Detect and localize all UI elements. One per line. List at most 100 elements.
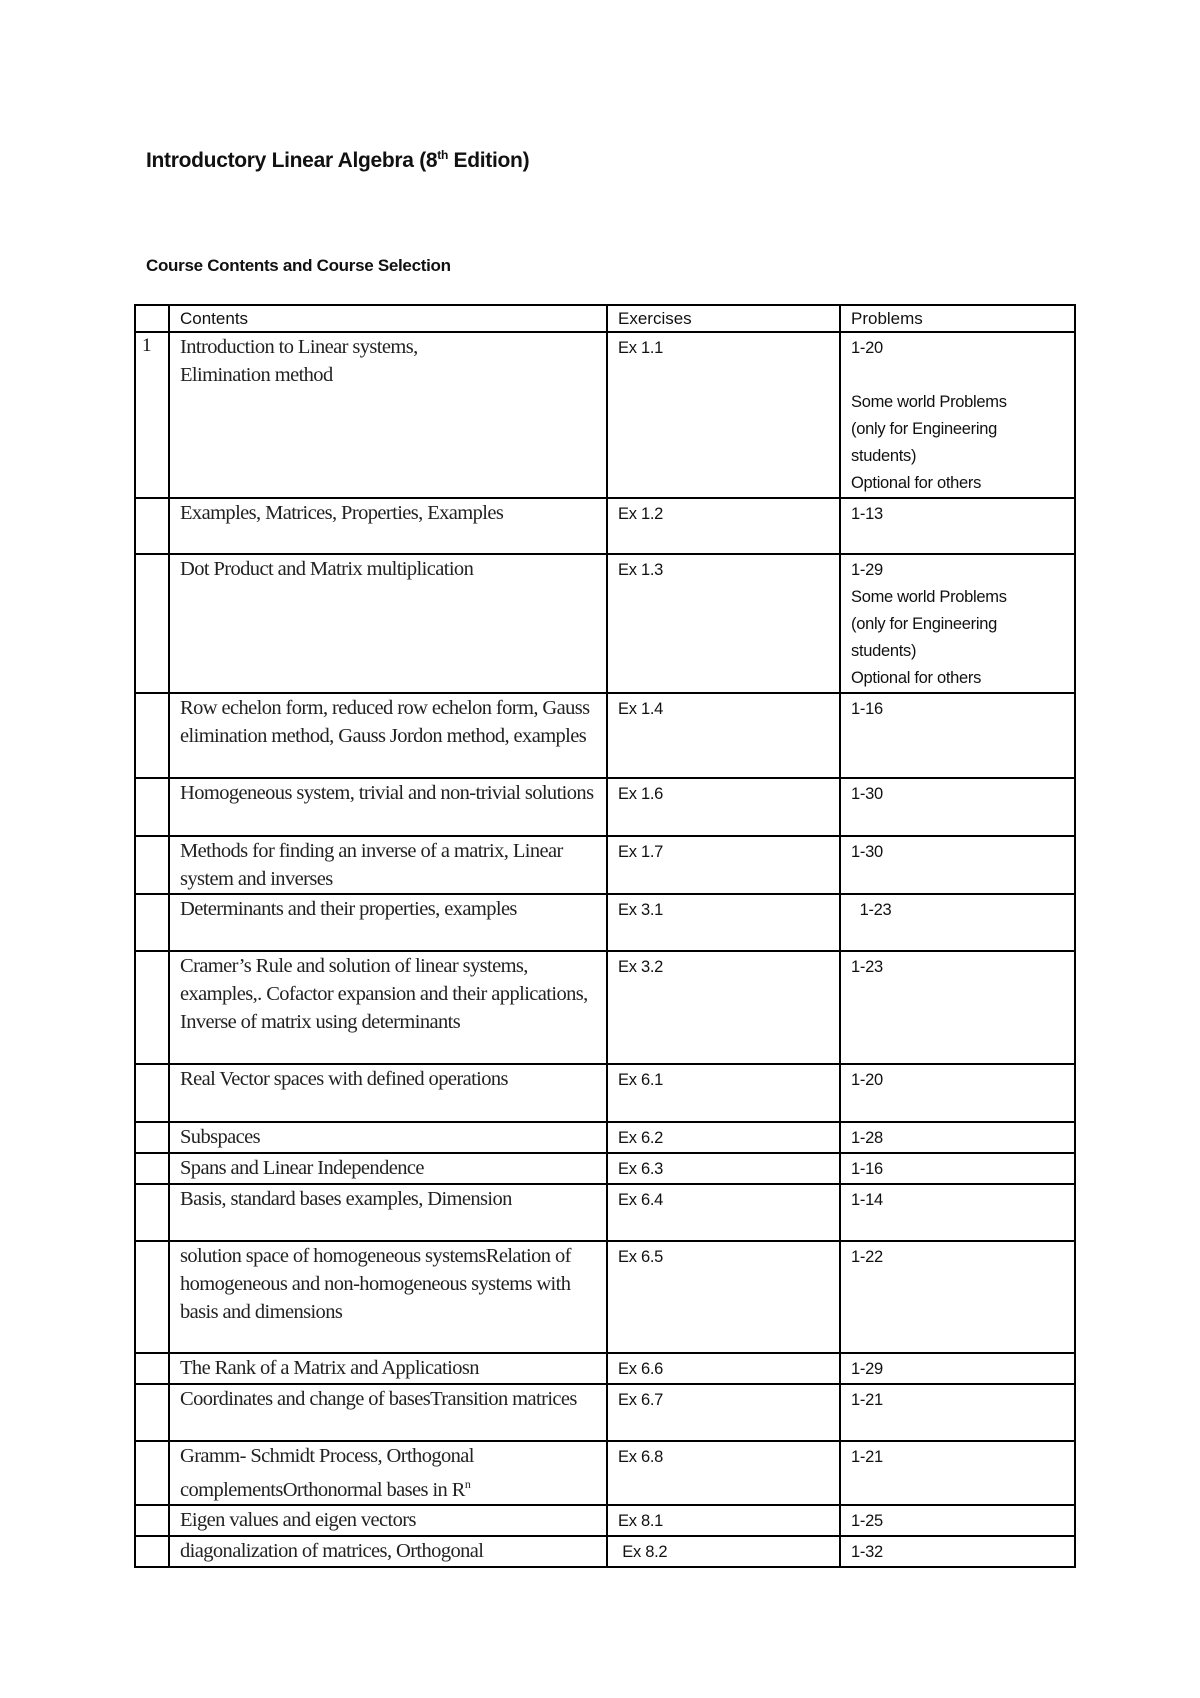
document-title: Introductory Linear Algebra (8th Edition…: [146, 148, 530, 173]
table-row: Eigen values and eigen vectors Ex 8.1 1-25: [134, 1503, 1076, 1537]
problems-line: 1-16: [851, 1160, 883, 1178]
header-contents: Contents: [168, 304, 608, 333]
row-problems: 1-25: [839, 1503, 1076, 1537]
contents-text: Coordinates and change of basesTransitio…: [180, 1388, 577, 1410]
table-row: Gramm- Schmidt Process, Orthogonal compl…: [134, 1440, 1076, 1506]
table-row: Determinants and their properties, examp…: [134, 893, 1076, 952]
problems-line: (only for Engineering: [851, 420, 997, 438]
row-problems: 1-16: [839, 1152, 1076, 1185]
course-table: Contents Exercises Problems 1 Introductio…: [134, 304, 1076, 1568]
contents-text: diagonalization of matrices, Orthogonal: [180, 1539, 484, 1562]
row-exercise: Ex 6.5: [606, 1240, 841, 1354]
row-contents: Eigen values and eigen vectors: [168, 1503, 608, 1537]
row-number: [134, 1152, 170, 1185]
title-text: Introductory Linear Algebra (8: [146, 149, 438, 172]
row-problems: 1-16: [839, 692, 1076, 779]
row-problems: 1-20 Some world Problems (only for Enginee…: [839, 331, 1076, 499]
table-row: Coordinates and change of basesTransitio…: [134, 1383, 1076, 1442]
row-problems: 1-30: [839, 835, 1076, 895]
row-number: [134, 950, 170, 1065]
problems-line: 1-30: [851, 843, 883, 861]
problems-line: 1-13: [851, 505, 883, 523]
title-superscript: th: [437, 148, 448, 162]
problems-line: (only for Engineering: [851, 615, 997, 633]
row-exercise: Ex 1.3: [606, 553, 841, 694]
contents-text: Row echelon form, reduced row echelon fo…: [180, 697, 590, 747]
table-header-row: Contents Exercises Problems: [134, 304, 1076, 333]
table-row: 1 Introduction to Linear systems, Elimina…: [134, 331, 1076, 499]
row-number: [134, 893, 170, 952]
row-number: [134, 1063, 170, 1123]
problems-line: Optional for others: [851, 669, 982, 687]
problems-line: 1-16: [851, 700, 883, 718]
row-exercise: Ex 1.6: [606, 777, 841, 837]
row-exercise: Ex 1.4: [606, 692, 841, 779]
row-number: [134, 692, 170, 779]
table-row: Homogeneous system, trivial and non-triv…: [134, 777, 1076, 837]
row-contents: Methods for finding an inverse of a matr…: [168, 835, 608, 895]
header-exercises: Exercises: [606, 304, 841, 333]
row-contents: solution space of homogeneous systemsRel…: [168, 1240, 608, 1354]
row-problems: 1-29 Some world Problems (only for Enginee…: [839, 553, 1076, 694]
row-number: [134, 553, 170, 694]
table-row: Subspaces Ex 6.2 1-28: [134, 1121, 1076, 1154]
table-row: Row echelon form, reduced row echelon fo…: [134, 692, 1076, 779]
row-exercise: Ex 8.1: [606, 1503, 841, 1537]
problems-line: 1-20: [851, 339, 883, 357]
row-number: [134, 1183, 170, 1242]
row-contents: Dot Product and Matrix multiplication: [168, 553, 608, 694]
row-exercise: Ex 6.7: [606, 1383, 841, 1442]
row-contents: Subspaces: [168, 1121, 608, 1154]
contents-text: solution space of homogeneous systemsRel…: [180, 1245, 571, 1323]
problems-line: 1-25: [851, 1511, 883, 1530]
row-problems: 1-28: [839, 1121, 1076, 1154]
table-row: Cramer’s Rule and solution of linear sys…: [134, 950, 1076, 1065]
row-problems: 1-32: [839, 1534, 1076, 1568]
header-number: [134, 304, 170, 333]
contents-text: The Rank of a Matrix and Applicatiosn: [180, 1357, 480, 1379]
row-problems: 1-23: [839, 950, 1076, 1065]
table-row: Spans and Linear Independence Ex 6.3 1-16: [134, 1152, 1076, 1185]
row-exercise: Ex 6.4: [606, 1183, 841, 1242]
title-text-end: Edition): [448, 149, 530, 172]
row-number: [134, 1534, 170, 1568]
row-number: [134, 1121, 170, 1154]
table-row: The Rank of a Matrix and Applicatiosn Ex …: [134, 1352, 1076, 1385]
table-row: Dot Product and Matrix multiplication Ex …: [134, 553, 1076, 694]
row-contents: Cramer’s Rule and solution of linear sys…: [168, 950, 608, 1065]
table-row: Methods for finding an inverse of a matr…: [134, 835, 1076, 895]
superscript: n: [464, 1477, 471, 1491]
contents-text: Methods for finding an inverse of a matr…: [180, 840, 563, 890]
row-contents: Basis, standard bases examples, Dimensio…: [168, 1183, 608, 1242]
row-number: [134, 835, 170, 895]
row-problems: 1-22: [839, 1240, 1076, 1354]
table-row: Basis, standard bases examples, Dimensio…: [134, 1183, 1076, 1242]
problems-line: 1-29: [851, 1360, 883, 1378]
row-contents: Spans and Linear Independence: [168, 1152, 608, 1185]
row-contents: Gramm- Schmidt Process, Orthogonal compl…: [168, 1440, 608, 1506]
problems-line: 1-20: [851, 1071, 883, 1089]
header-problems: Problems: [839, 304, 1076, 333]
row-number: [134, 1240, 170, 1354]
problems-line: 1-29: [851, 561, 883, 579]
table-row: solution space of homogeneous systemsRel…: [134, 1240, 1076, 1354]
row-number: [134, 1352, 170, 1385]
row-contents: Real Vector spaces with defined operatio…: [168, 1063, 608, 1123]
problems-line: 1-21: [851, 1391, 883, 1409]
row-exercise: Ex 6.3: [606, 1152, 841, 1185]
problems-line: Some world Problems: [851, 588, 1007, 606]
row-number: [134, 497, 170, 555]
row-exercise: Ex 1.7: [606, 835, 841, 895]
row-exercise: Ex 8.2: [606, 1534, 841, 1568]
row-contents: Row echelon form, reduced row echelon fo…: [168, 692, 608, 779]
row-problems: 1-21: [839, 1440, 1076, 1506]
problems-line: 1-28: [851, 1129, 883, 1147]
row-exercise: Ex 1.1: [606, 331, 841, 499]
contents-text: Determinants and their properties, examp…: [180, 898, 517, 920]
contents-text: Cramer’s Rule and solution of linear sys…: [180, 955, 588, 1033]
contents-text: Real Vector spaces with defined operatio…: [180, 1068, 509, 1090]
problems-line: 1-14: [851, 1191, 883, 1209]
contents-text: Gramm- Schmidt Process, Orthogonal compl…: [180, 1445, 474, 1501]
row-exercise: Ex 3.1: [606, 893, 841, 952]
contents-text: Spans and Linear Independence: [180, 1157, 424, 1179]
